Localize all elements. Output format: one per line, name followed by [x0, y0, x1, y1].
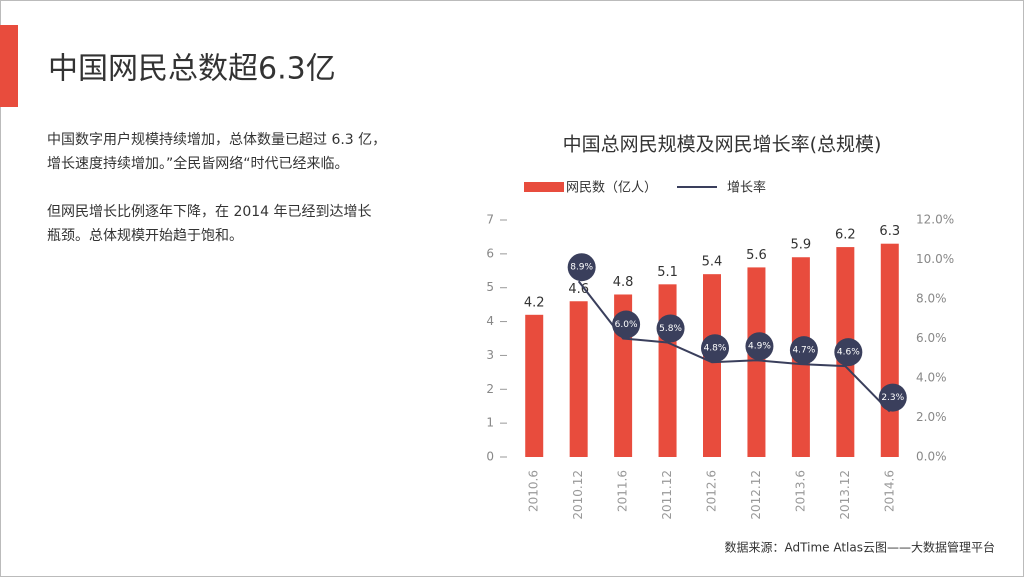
y2-tick-label: 6.0% [916, 331, 947, 345]
x-tick-label: 2012.6 [705, 470, 719, 512]
rate-label: 4.7% [792, 346, 815, 356]
paragraph-line: 增长速度持续增加。”全民皆网络“时代已经来临。 [47, 155, 349, 172]
paragraph-line: 但网民增长比例逐年下降，在 2014 年已经到达增长 [47, 204, 372, 220]
legend-swatch [524, 182, 564, 192]
bar-value-label: 5.6 [746, 248, 767, 263]
bar [658, 284, 677, 457]
x-tick-label: 2011.6 [616, 470, 630, 512]
x-tick-label: 2013.6 [793, 470, 807, 512]
rate-label: 5.8% [659, 324, 682, 334]
bar-value-label: 6.2 [835, 228, 856, 243]
y-tick-label: 5 [486, 280, 494, 294]
legend-label: 增长率 [727, 180, 766, 196]
y-tick-label: 0 [486, 450, 494, 464]
rate-bubble [834, 338, 863, 367]
y2-tick-label: 2.0% [916, 410, 947, 424]
paragraph-line: 瓶颈。总体规模开始趋于饱和。 [47, 228, 243, 244]
bar-value-label: 5.9 [791, 238, 812, 253]
rate-label: 6.0% [615, 320, 638, 330]
rate-label: 4.9% [748, 342, 771, 352]
y-tick-label: 7 [486, 213, 494, 227]
bar [747, 267, 766, 457]
x-tick-label: 2014.6 [882, 470, 896, 512]
bar-value-label: 4.6 [568, 282, 589, 297]
x-tick-label: 2011.12 [660, 470, 674, 520]
rate-label: 8.9% [570, 263, 593, 273]
rate-label: 4.6% [837, 348, 860, 358]
y-tick-label: 3 [486, 348, 494, 362]
y-tick-label: 1 [486, 416, 494, 430]
x-tick-label: 2010.12 [571, 470, 585, 520]
y2-tick-label: 12.0% [916, 213, 954, 227]
rate-bubble [567, 253, 596, 282]
y2-tick-label: 4.0% [916, 371, 947, 385]
y-tick-label: 2 [486, 382, 494, 396]
bar-value-label: 5.1 [657, 265, 678, 280]
x-tick-label: 2013.12 [838, 470, 852, 520]
bar [703, 274, 721, 457]
bar-value-label: 6.3 [879, 224, 900, 239]
rate-bubble [745, 332, 774, 361]
rate-label: 4.8% [704, 344, 727, 354]
rate-bubble [656, 314, 685, 343]
source-note: 数据来源：AdTime Atlas云图——大数据管理平台 [725, 540, 995, 555]
paragraph-line: 中国数字用户规模持续增加，总体数量已超过 6.3 亿， [47, 131, 386, 148]
rate-bubble [612, 310, 641, 339]
x-tick-label: 2010.6 [527, 470, 541, 512]
bar [880, 243, 899, 457]
bar-value-label: 4.2 [524, 295, 545, 310]
bar-value-label: 5.4 [702, 255, 723, 270]
x-tick-label: 2012.12 [749, 470, 763, 520]
bar [569, 301, 588, 457]
y2-tick-label: 0.0% [916, 450, 947, 464]
bar [525, 314, 544, 457]
accent-bar [0, 25, 18, 107]
legend-label: 网民数（亿人） [566, 181, 657, 196]
line [577, 280, 891, 413]
chart-title: 中国总网民规模及网民增长率(总规模) [563, 134, 882, 156]
y-tick-label: 6 [486, 246, 494, 260]
y2-tick-label: 8.0% [916, 292, 947, 306]
y-tick-label: 4 [486, 314, 494, 328]
slide-title: 中国网民总数超6.3亿 [48, 52, 336, 87]
rate-bubble [789, 336, 818, 365]
rate-bubble [878, 383, 907, 412]
rate-bubble [701, 334, 729, 363]
bar-value-label: 4.8 [613, 275, 634, 290]
y2-tick-label: 10.0% [916, 252, 954, 266]
rate-label: 2.3% [881, 393, 904, 403]
